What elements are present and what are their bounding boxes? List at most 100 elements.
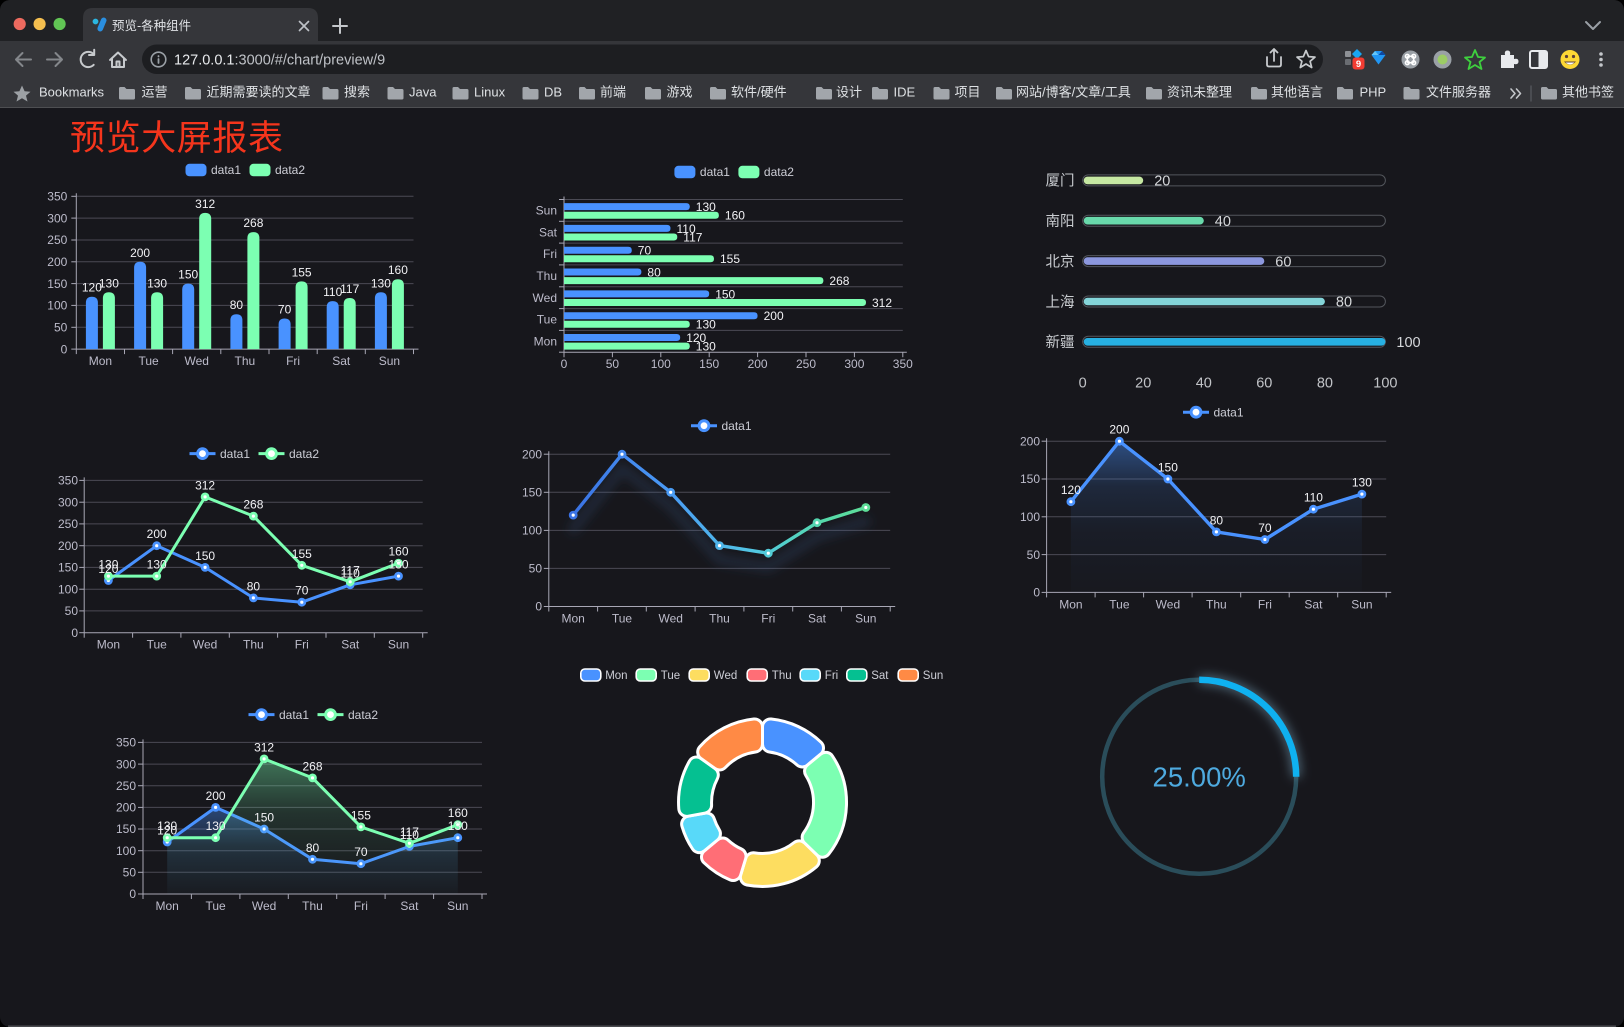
svg-text:130: 130 (1352, 476, 1372, 490)
svg-text:100: 100 (116, 844, 136, 858)
svg-text:130: 130 (696, 200, 716, 214)
svg-text:120: 120 (98, 562, 118, 576)
svg-text:110: 110 (323, 285, 342, 299)
svg-text:40: 40 (1215, 214, 1231, 230)
svg-text:Sun: Sun (855, 612, 876, 626)
svg-text:250: 250 (796, 357, 816, 371)
svg-text:Tue: Tue (147, 638, 168, 652)
svg-text:网站/博客/文章/工具: 网站/博客/文章/工具 (1016, 85, 1131, 100)
svg-text:300: 300 (47, 211, 67, 225)
svg-text:上海: 上海 (1046, 294, 1075, 311)
svg-text:160: 160 (448, 806, 468, 820)
svg-text:117: 117 (341, 563, 360, 577)
svg-text:0: 0 (129, 887, 136, 901)
svg-text:Mon: Mon (156, 899, 179, 913)
svg-text:Sun: Sun (447, 899, 468, 913)
svg-text:50: 50 (529, 562, 543, 576)
svg-text:前端: 前端 (600, 85, 626, 100)
svg-text:项目: 项目 (955, 85, 981, 100)
svg-text:155: 155 (351, 808, 371, 822)
svg-text:data1: data1 (700, 165, 730, 179)
svg-text:110: 110 (400, 828, 419, 842)
svg-text:300: 300 (116, 757, 136, 771)
svg-text:软件/硬件: 软件/硬件 (731, 85, 787, 100)
svg-text:50: 50 (65, 604, 79, 618)
svg-text:搜索: 搜索 (344, 85, 370, 100)
svg-text:Bookmarks: Bookmarks (39, 85, 105, 100)
svg-text:100: 100 (522, 524, 542, 538)
svg-text:250: 250 (58, 517, 78, 531)
svg-text:70: 70 (295, 584, 309, 598)
svg-text:350: 350 (893, 357, 913, 371)
svg-text:Tue: Tue (537, 313, 558, 327)
svg-text:南阳: 南阳 (1046, 213, 1075, 230)
svg-text:data2: data2 (764, 165, 794, 179)
svg-text:游戏: 游戏 (667, 85, 693, 100)
svg-text:110: 110 (1304, 491, 1323, 505)
svg-text:80: 80 (1317, 376, 1333, 392)
svg-text:Sun: Sun (1351, 598, 1372, 612)
svg-text:130: 130 (696, 318, 716, 332)
svg-text:Sat: Sat (808, 612, 827, 626)
svg-text:110: 110 (341, 566, 360, 580)
svg-text:70: 70 (1258, 521, 1272, 535)
svg-text:Sun: Sun (379, 354, 400, 368)
svg-text:Mon: Mon (89, 354, 112, 368)
svg-text:120: 120 (686, 331, 706, 345)
svg-text:Fri: Fri (354, 899, 368, 913)
svg-text:155: 155 (292, 547, 312, 561)
svg-text:Tue: Tue (661, 670, 680, 682)
svg-text:data2: data2 (275, 163, 305, 177)
svg-text:Tue: Tue (1109, 598, 1130, 612)
svg-text:150: 150 (254, 811, 274, 825)
svg-text:200: 200 (1020, 434, 1040, 448)
svg-text:80: 80 (247, 579, 261, 593)
svg-text:150: 150 (47, 277, 67, 291)
svg-text:100: 100 (47, 299, 67, 313)
svg-text:117: 117 (400, 825, 419, 839)
svg-text:117: 117 (340, 282, 359, 296)
svg-text:160: 160 (725, 209, 745, 223)
svg-text:250: 250 (116, 779, 136, 793)
svg-text:150: 150 (58, 561, 78, 575)
svg-text:预览-各种组件: 预览-各种组件 (112, 18, 191, 33)
svg-text:100: 100 (58, 582, 78, 596)
svg-text:100: 100 (1396, 335, 1420, 351)
svg-text:Mon: Mon (534, 335, 557, 349)
svg-text:150: 150 (116, 822, 136, 836)
svg-text:268: 268 (243, 498, 263, 512)
svg-text:Wed: Wed (193, 638, 217, 652)
svg-text:130: 130 (99, 276, 119, 290)
svg-text:Fri: Fri (543, 247, 557, 261)
svg-text:Thu: Thu (235, 354, 256, 368)
svg-text:Fri: Fri (1258, 598, 1272, 612)
svg-text:DB: DB (544, 85, 562, 100)
svg-text:data1: data1 (211, 163, 241, 177)
svg-text:60: 60 (1275, 254, 1291, 270)
svg-text:250: 250 (47, 233, 67, 247)
svg-text:Sat: Sat (1304, 598, 1323, 612)
svg-text:120: 120 (157, 824, 177, 838)
svg-text:80: 80 (647, 265, 661, 279)
svg-text:其他语言: 其他语言 (1271, 85, 1323, 100)
svg-text:Fri: Fri (295, 638, 309, 652)
svg-text:40: 40 (1196, 376, 1212, 392)
svg-text:Wed: Wed (714, 670, 737, 682)
svg-text:Wed: Wed (184, 354, 208, 368)
svg-text:0: 0 (61, 342, 68, 356)
svg-text:Fri: Fri (286, 354, 300, 368)
svg-text:Thu: Thu (243, 638, 264, 652)
svg-text:160: 160 (388, 545, 408, 559)
svg-text:25.00%: 25.00% (1153, 761, 1246, 792)
svg-text:Sat: Sat (341, 638, 360, 652)
svg-text:130: 130 (696, 340, 716, 354)
svg-text:120: 120 (1061, 483, 1081, 497)
svg-text:130: 130 (206, 819, 226, 833)
svg-text:北京: 北京 (1046, 253, 1075, 270)
svg-text:Thu: Thu (772, 670, 792, 682)
svg-text:Thu: Thu (1206, 598, 1227, 612)
svg-text:Sun: Sun (923, 670, 943, 682)
svg-text:350: 350 (58, 474, 78, 488)
svg-text:120: 120 (82, 281, 102, 295)
svg-text:150: 150 (699, 357, 719, 371)
